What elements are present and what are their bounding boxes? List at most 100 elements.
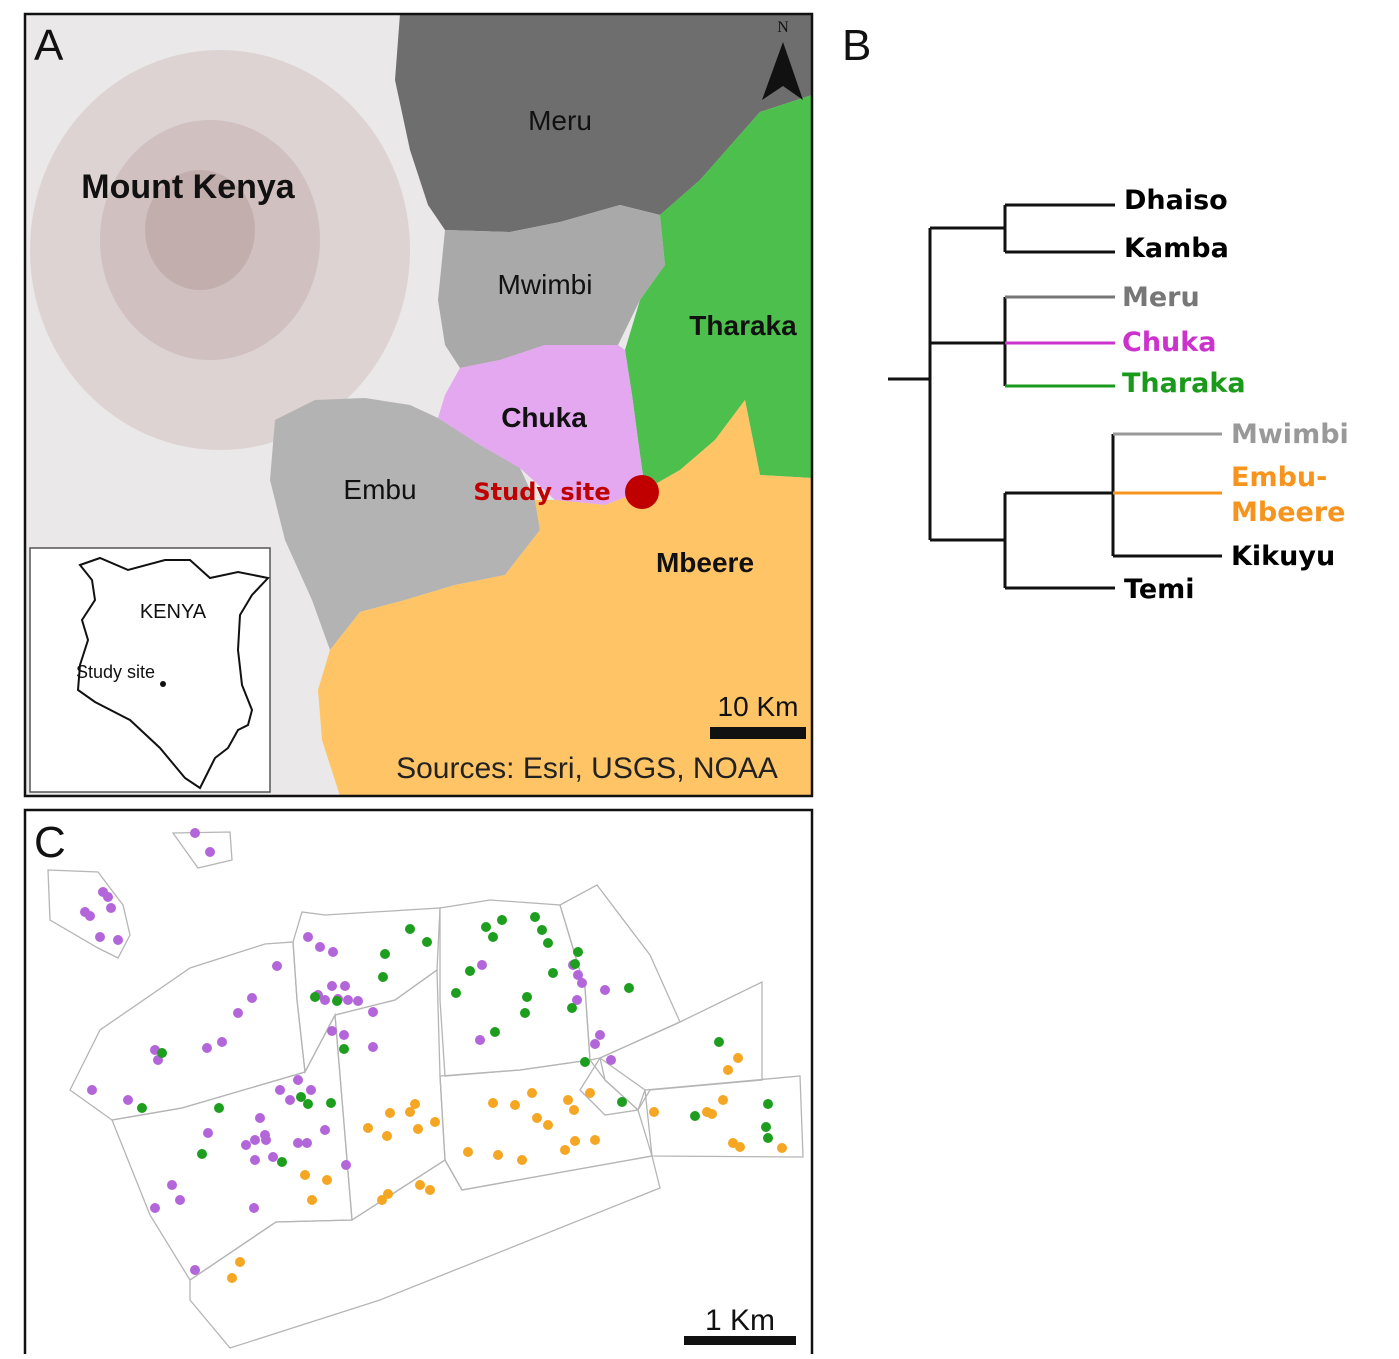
sample-point-mbeere — [307, 1195, 317, 1205]
north-arrow-icon: N — [762, 19, 803, 100]
sample-point-chuka — [205, 847, 215, 857]
sample-point-chuka — [247, 993, 257, 1003]
sample-point-mbeere — [733, 1053, 743, 1063]
sample-point-mbeere — [510, 1100, 520, 1110]
sample-point-tharaka — [465, 966, 475, 976]
sample-point-chuka — [217, 1037, 227, 1047]
scale-label-10km: 10 Km — [718, 691, 799, 722]
sample-point-mbeere — [405, 1107, 415, 1117]
panel-b-tree: B Dhaiso Kamba M — [842, 21, 1349, 605]
sample-point-chuka — [600, 985, 610, 995]
sample-point-mbeere — [560, 1145, 570, 1155]
sample-point-mbeere — [649, 1107, 659, 1117]
sample-point-chuka — [368, 1007, 378, 1017]
mount-kenya-label: Mount Kenya — [81, 168, 296, 206]
sample-point-mbeere — [735, 1142, 745, 1152]
sample-point-chuka — [261, 1135, 271, 1145]
panel-a-map: Mount Kenya Meru Mwimbi Tharaka Chuka Em… — [23, 12, 814, 798]
sample-point-chuka — [250, 1135, 260, 1145]
sample-point-tharaka — [137, 1103, 147, 1113]
sample-point-tharaka — [763, 1133, 773, 1143]
sample-point-chuka — [250, 1155, 260, 1165]
sample-point-tharaka — [296, 1092, 306, 1102]
sample-point-chuka — [306, 1085, 316, 1095]
sample-point-chuka — [190, 828, 200, 838]
sample-point-chuka — [175, 1195, 185, 1205]
sample-point-tharaka — [326, 1098, 336, 1108]
sample-point-mbeere — [777, 1143, 787, 1153]
tree-branches — [888, 203, 1222, 590]
sample-point-chuka — [293, 1075, 303, 1085]
leaf-tharaka: Tharaka — [1122, 368, 1246, 399]
sample-point-mbeere — [563, 1095, 573, 1105]
sample-point-mbeere — [488, 1098, 498, 1108]
mbeere-label: Mbeere — [656, 547, 754, 578]
scale-bar-10km — [710, 727, 806, 739]
sample-point-chuka — [87, 1085, 97, 1095]
sample-point-tharaka — [339, 1044, 349, 1054]
sample-point-chuka — [167, 1180, 177, 1190]
sample-point-tharaka — [617, 1097, 627, 1107]
sample-point-chuka — [303, 932, 313, 942]
sample-point-mbeere — [377, 1195, 387, 1205]
leaf-embu: Embu- — [1231, 462, 1327, 493]
village-boundaries — [47, 831, 804, 1349]
inset-study-site-dot — [160, 681, 166, 687]
leaf-kamba: Kamba — [1124, 233, 1229, 264]
sample-point-mbeere — [300, 1170, 310, 1180]
inset-country-label: KENYA — [140, 601, 207, 623]
study-site-label: Study site — [473, 478, 610, 506]
region-meru — [395, 14, 812, 232]
leaf-mbeere: Mbeere — [1231, 497, 1345, 528]
sample-point-chuka — [268, 1152, 278, 1162]
sample-point-chuka — [302, 1138, 312, 1148]
sample-point-chuka — [103, 892, 113, 902]
sample-point-tharaka — [530, 912, 540, 922]
sources-credit: Sources: Esri, USGS, NOAA — [396, 752, 778, 785]
north-label: N — [777, 19, 789, 36]
tharaka-label: Tharaka — [689, 310, 797, 341]
kenya-outline — [76, 556, 270, 790]
panel-a-letter: A — [34, 21, 64, 70]
embu-label: Embu — [343, 474, 416, 505]
sample-point-chuka — [573, 970, 583, 980]
sample-point-chuka — [272, 961, 282, 971]
sample-point-tharaka — [332, 996, 342, 1006]
sample-point-tharaka — [497, 915, 507, 925]
sample-point-mbeere — [590, 1135, 600, 1145]
sample-point-tharaka — [214, 1103, 224, 1113]
sample-point-tharaka — [197, 1149, 207, 1159]
leaf-dhaiso: Dhaiso — [1124, 185, 1228, 216]
sample-point-chuka — [341, 1160, 351, 1170]
sample-point-tharaka — [570, 959, 580, 969]
sample-point-tharaka — [481, 922, 491, 932]
sample-point-chuka — [285, 1095, 295, 1105]
sample-point-chuka — [327, 981, 337, 991]
sample-point-chuka — [106, 903, 116, 913]
sample-point-mbeere — [517, 1155, 527, 1165]
panel-c-frame — [23, 808, 814, 1359]
scale-label-1km: 1 Km — [705, 1304, 775, 1337]
sample-point-chuka — [123, 1095, 133, 1105]
sample-point-tharaka — [422, 937, 432, 947]
sample-point-tharaka — [520, 1008, 530, 1018]
leaf-kikuyu: Kikuyu — [1231, 541, 1335, 572]
sample-point-mbeere — [527, 1088, 537, 1098]
sample-point-tharaka — [543, 938, 553, 948]
sample-point-chuka — [320, 1125, 330, 1135]
sample-point-chuka — [113, 935, 123, 945]
kenya-inset: KENYA Study site — [29, 547, 271, 793]
sample-point-chuka — [572, 995, 582, 1005]
sample-point-chuka — [203, 1128, 213, 1138]
sample-point-mbeere — [430, 1117, 440, 1127]
sample-point-chuka — [577, 978, 587, 988]
sample-point-mbeere — [493, 1150, 503, 1160]
chuka-label: Chuka — [501, 402, 587, 433]
sample-point-mbeere — [707, 1109, 717, 1119]
panel-b-letter: B — [842, 21, 871, 70]
sample-point-chuka — [320, 995, 330, 1005]
sample-point-tharaka — [277, 1157, 287, 1167]
sample-point-tharaka — [380, 949, 390, 959]
sample-point-tharaka — [303, 1099, 313, 1109]
